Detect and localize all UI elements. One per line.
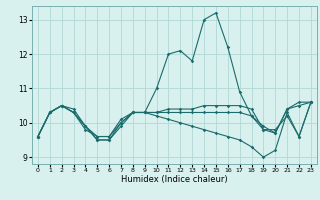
X-axis label: Humidex (Indice chaleur): Humidex (Indice chaleur) [121,175,228,184]
